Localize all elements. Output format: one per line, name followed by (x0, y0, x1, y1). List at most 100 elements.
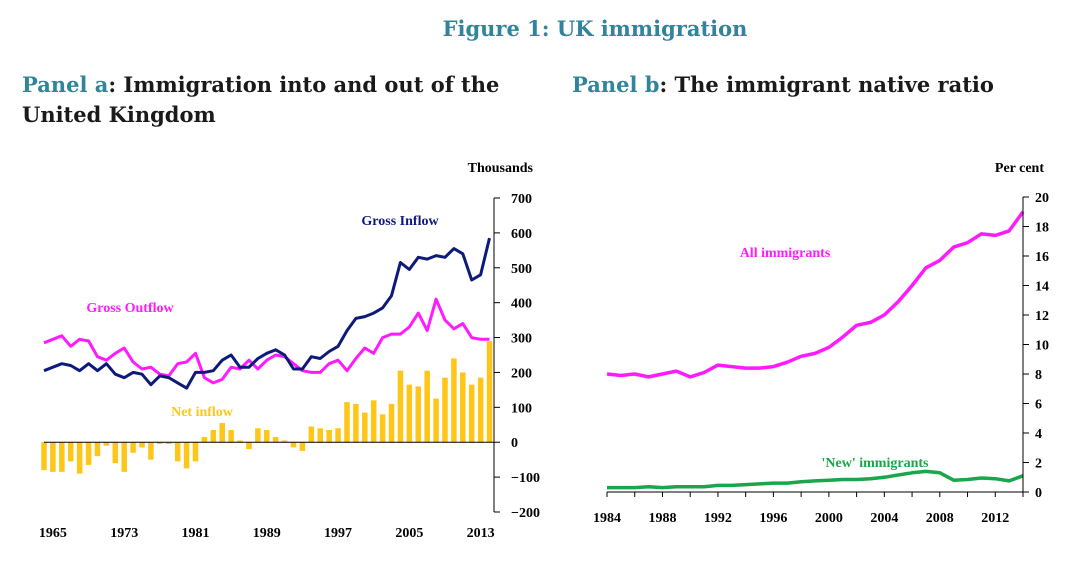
net-inflow-bar (76, 442, 83, 474)
panel-b-y-tick-label: 2 (1035, 457, 1042, 472)
panel-a-x-tick-label: 1989 (253, 526, 281, 541)
net-inflow-bar (228, 430, 234, 443)
net-inflow-bar (165, 442, 172, 444)
panel-a-y-tick-label: 300 (511, 332, 532, 347)
panel-b-x-tick-label: 2000 (815, 511, 843, 526)
panel-a-y-tick-label: −100 (511, 471, 540, 486)
panel-b-y-tick-label: 6 (1035, 398, 1042, 413)
all-immigrants-label: All immigrants (740, 246, 831, 261)
panel-a-title: : Immigration into and out of the United… (22, 72, 500, 127)
net-inflow-bar (183, 442, 190, 469)
net-inflow-bar (290, 442, 297, 448)
panel-a-y-tick-label: 0 (511, 436, 518, 451)
net-inflow-bar (468, 384, 475, 443)
panel-a-x-tick-label: 2005 (395, 526, 423, 541)
net-inflow-bar (486, 341, 493, 443)
net-inflow-bar (379, 414, 386, 443)
panel-b-x-tick-label: 2012 (981, 511, 1009, 526)
panel-b-title: : The immigrant native ratio (659, 72, 994, 97)
net-inflow-bar (130, 442, 136, 453)
net-inflow-bar (460, 372, 466, 443)
net-inflow-bar (272, 436, 279, 443)
panel-b-axes: 0 2 4 6 8 10 12 14 16 18 20 1984 1988 1992 1996 2000 200… (593, 191, 1049, 526)
panel-a-bars (41, 341, 493, 474)
net-inflow-bar (59, 442, 65, 472)
net-inflow-bar (370, 400, 377, 443)
panel-a-axes: −200 −100 0 100 200 300 400 500 600 700 1965 1973 19… (39, 192, 540, 541)
panel-a-label: Panel a (22, 72, 109, 97)
net-inflow-bar (424, 370, 430, 443)
panel-a-y-tick-label: 400 (511, 297, 532, 312)
panel-a-x-tick-label: 1965 (39, 526, 67, 541)
net-inflow-bar (174, 442, 181, 462)
panel-b-y-tick-label: 12 (1035, 309, 1049, 324)
net-inflow-bar (397, 370, 404, 443)
net-inflow-bar (344, 402, 350, 443)
net-inflow-bar (477, 377, 484, 443)
net-inflow-bar (299, 442, 306, 451)
net-inflow-bar (442, 377, 448, 443)
net-inflow-bar (353, 403, 359, 443)
panel-a-x-tick-label: 2013 (467, 526, 495, 541)
new-immigrants-line (607, 469, 1024, 490)
all-immigrants-line (606, 210, 1025, 379)
panel-a-x-tick-label: 1973 (110, 526, 138, 541)
panel-a-heading: Panel a: Immigration into and out of the… (22, 70, 552, 130)
panel-b-x-tick-label: 1988 (648, 511, 676, 526)
net-inflow-bar (281, 440, 288, 443)
panel-a-y-tick-label: 200 (511, 366, 532, 381)
net-inflow-bar (264, 430, 270, 443)
panel-a-x-tick-label: 1997 (324, 526, 352, 541)
net-inflow-bar (139, 442, 145, 448)
panel-b-x-tick-label: 2008 (926, 511, 954, 526)
net-inflow-bar (67, 442, 74, 462)
net-inflow-bar (85, 442, 92, 465)
panel-b-y-tick-label: 4 (1035, 427, 1042, 442)
panel-b-y-tick-label: 8 (1035, 368, 1042, 383)
net-inflow-bar (406, 384, 413, 443)
net-inflow-bar (308, 426, 315, 443)
net-inflow-bar (451, 358, 457, 443)
net-inflow-bar (94, 442, 101, 457)
panel-b-x-tick-label: 1996 (759, 511, 787, 526)
panel-a-y-tick-label: 500 (511, 262, 532, 277)
net-inflow-bar (326, 430, 332, 443)
net-inflow-bar (415, 386, 422, 443)
gross-inflow-label: Gross Inflow (361, 214, 439, 229)
net-inflow-bar (50, 442, 56, 472)
net-inflow-bar (433, 398, 439, 443)
panel-a-y-tick-label: 100 (511, 401, 532, 416)
gross-outflow-label: Gross Outflow (86, 301, 174, 316)
net-inflow-bar (157, 442, 163, 444)
net-inflow-bar (237, 440, 243, 443)
panel-a-unit-label: Thousands (468, 161, 534, 176)
net-inflow-bar (210, 430, 217, 443)
net-inflow-bar (388, 403, 395, 443)
net-inflow-bar (201, 436, 208, 443)
net-inflow-bar (219, 423, 225, 443)
panel-a-y-tick-label: −200 (511, 506, 540, 521)
panel-b-heading: Panel b: The immigrant native ratio (572, 70, 1072, 100)
panel-b-y-tick-label: 0 (1035, 486, 1042, 501)
net-inflow-bar (335, 428, 341, 443)
new-immigrants-label: 'New' immigrants (822, 456, 929, 471)
panel-b-x-tick-label: 1984 (593, 511, 621, 526)
panel-b-unit-label: Per cent (995, 161, 1044, 176)
gross-outflow-line (43, 297, 490, 385)
net-inflow-bar (255, 428, 261, 443)
net-inflow-bar (192, 442, 199, 462)
net-inflow-bar (121, 442, 127, 472)
panel-b-label: Panel b (572, 72, 660, 97)
net-inflow-bar (246, 442, 252, 450)
panel-b-y-tick-label: 16 (1035, 250, 1049, 265)
net-inflow-bar (362, 412, 368, 443)
panel-b-y-tick-label: 20 (1035, 191, 1049, 206)
panel-a-y-tick-label: 700 (511, 192, 532, 207)
net-inflow-bar (103, 442, 110, 446)
panel-a-lines (43, 237, 491, 390)
figure-title: Figure 1: UK immigration (442, 16, 748, 41)
panel-b-y-tick-label: 10 (1035, 339, 1049, 354)
panel-b-lines (606, 210, 1025, 490)
panel-b-y-tick-label: 18 (1035, 221, 1049, 236)
